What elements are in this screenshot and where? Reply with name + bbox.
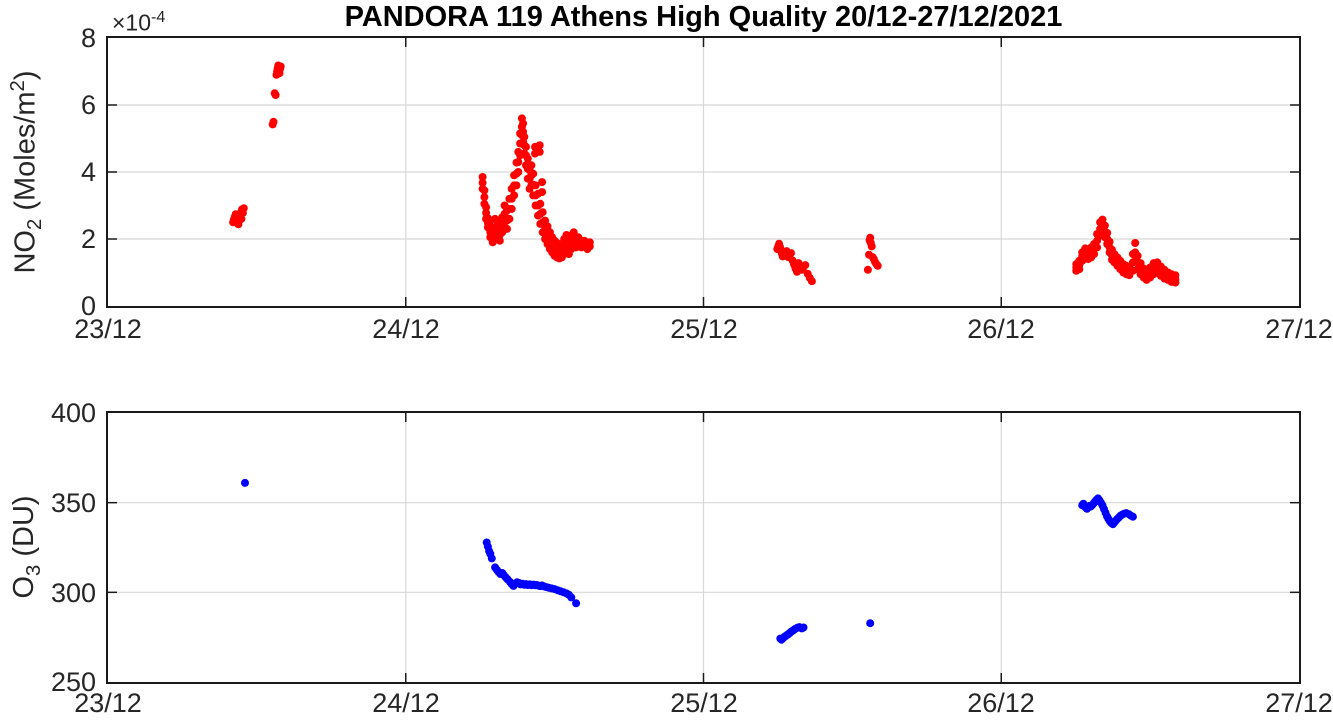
data-point bbox=[271, 91, 280, 99]
no2-ytick-4: 4 bbox=[80, 157, 96, 187]
data-point bbox=[512, 181, 521, 190]
data-point bbox=[482, 203, 491, 212]
o3-xtick-23-12: 23/12 bbox=[74, 688, 142, 718]
data-point bbox=[535, 147, 544, 156]
o3-ytick-300: 300 bbox=[50, 578, 96, 608]
data-point bbox=[239, 204, 248, 213]
data-point bbox=[1131, 239, 1140, 247]
data-point bbox=[863, 265, 872, 274]
data-point bbox=[867, 242, 876, 251]
data-point bbox=[478, 173, 487, 181]
data-point bbox=[495, 236, 504, 245]
o3-plot-canvas bbox=[108, 413, 1299, 682]
data-point bbox=[480, 193, 489, 202]
data-point bbox=[1128, 512, 1137, 521]
no2-xtick-26-12: 26/12 bbox=[967, 314, 1035, 344]
data-point bbox=[531, 181, 540, 190]
no2-ytick-8: 8 bbox=[80, 23, 96, 53]
o3-xtick-24-12: 24/12 bbox=[372, 688, 440, 718]
data-point bbox=[543, 222, 552, 231]
no2-ytick-6: 6 bbox=[80, 90, 96, 120]
data-point bbox=[572, 599, 581, 608]
data-point bbox=[505, 214, 514, 223]
data-point bbox=[523, 154, 532, 163]
data-point bbox=[514, 158, 523, 166]
data-point bbox=[801, 261, 810, 270]
no2-axis-exponent-label: ×10-4 bbox=[112, 8, 166, 36]
data-point bbox=[269, 117, 278, 126]
data-point bbox=[1133, 251, 1142, 260]
data-point bbox=[1098, 215, 1107, 224]
data-point bbox=[1105, 237, 1114, 246]
data-point bbox=[1100, 221, 1109, 230]
data-point bbox=[535, 141, 544, 150]
data-point bbox=[1171, 271, 1180, 280]
data-point bbox=[873, 261, 882, 270]
no2-ytick-2: 2 bbox=[80, 224, 96, 254]
no2-axis-label: NO2 (Moles/m2) bbox=[6, 70, 47, 274]
no2-xtick-25-12: 25/12 bbox=[670, 314, 738, 344]
o3-ytick-400: 400 bbox=[50, 398, 96, 428]
data-point bbox=[237, 214, 246, 223]
data-point bbox=[487, 554, 496, 563]
no2-ytick-0: 0 bbox=[80, 291, 96, 321]
data-point bbox=[538, 178, 547, 187]
o3-xtick-26-12: 26/12 bbox=[967, 688, 1035, 718]
o3-xtick-25-12: 25/12 bbox=[670, 688, 738, 718]
data-point bbox=[585, 238, 594, 247]
data-point bbox=[478, 178, 487, 187]
data-point bbox=[507, 204, 516, 213]
data-point bbox=[799, 623, 808, 632]
no2-subplot bbox=[106, 36, 1301, 308]
data-point bbox=[1103, 229, 1112, 237]
no2-plot-canvas bbox=[108, 38, 1299, 306]
data-point bbox=[567, 593, 576, 602]
figure-title: PANDORA 119 Athens High Quality 20/12-27… bbox=[344, 1, 1063, 33]
data-point bbox=[527, 161, 536, 170]
o3-ytick-350: 350 bbox=[50, 488, 96, 518]
no2-xtick-24-12: 24/12 bbox=[372, 314, 440, 344]
no2-xtick-27-12: 27/12 bbox=[1265, 314, 1333, 344]
no2-xtick-23-12: 23/12 bbox=[74, 314, 142, 344]
o3-xtick-27-12: 27/12 bbox=[1265, 688, 1333, 718]
data-point bbox=[522, 142, 530, 151]
o3-axis-label: O3 (DU) bbox=[8, 495, 45, 599]
data-point bbox=[519, 119, 528, 128]
data-point bbox=[807, 277, 816, 286]
o3-ytick-250: 250 bbox=[50, 667, 96, 697]
data-point bbox=[514, 168, 523, 176]
data-point bbox=[538, 188, 547, 197]
data-point bbox=[787, 249, 795, 258]
data-point bbox=[276, 62, 285, 71]
o3-subplot bbox=[106, 411, 1301, 684]
data-point bbox=[866, 619, 875, 628]
data-point bbox=[536, 199, 545, 208]
data-point bbox=[569, 228, 578, 237]
data-point bbox=[520, 132, 529, 141]
data-point bbox=[510, 191, 519, 200]
data-point bbox=[538, 208, 547, 217]
data-point bbox=[241, 478, 249, 487]
data-point bbox=[529, 169, 538, 178]
data-point bbox=[503, 224, 511, 233]
data-point bbox=[1093, 243, 1102, 252]
data-point bbox=[480, 186, 489, 195]
